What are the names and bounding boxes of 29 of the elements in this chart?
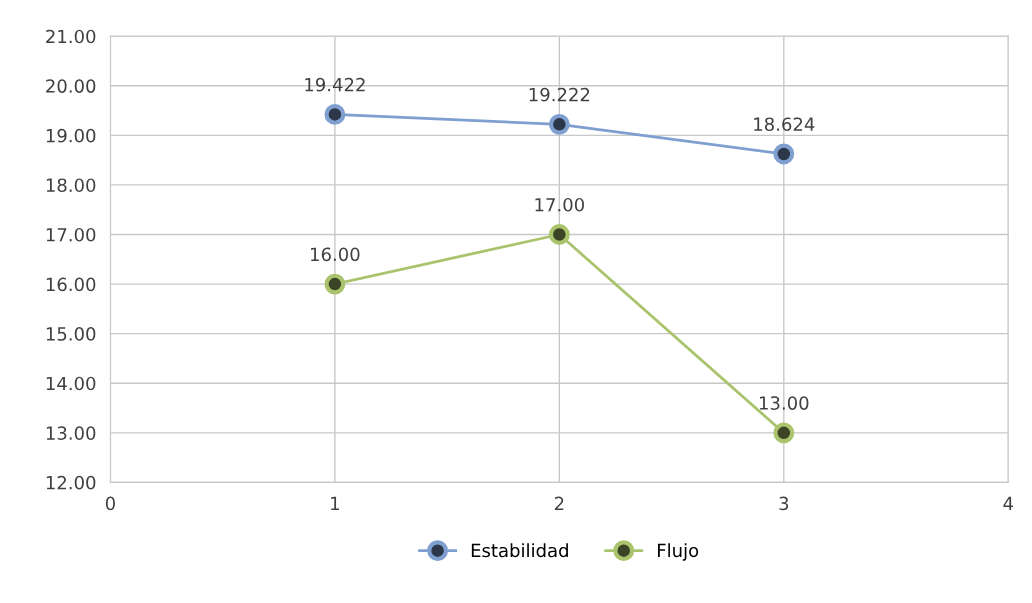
point — [773, 422, 795, 444]
y-tick-label: 20.00 — [46, 79, 96, 93]
point — [324, 273, 346, 295]
y-tick-label: 17.00 — [46, 227, 96, 242]
data-label: 16.00 — [311, 247, 360, 262]
point — [773, 143, 795, 165]
y-tick-label: 12.00 — [46, 475, 96, 490]
y-tick-label: 21.00 — [46, 29, 96, 44]
data-label: 19.422 — [305, 77, 365, 92]
data-label: 18.624 — [754, 117, 815, 132]
y-tick-label: 14.00 — [46, 376, 96, 391]
data-label: 19.222 — [529, 87, 590, 102]
data-label: 13.00 — [759, 396, 809, 410]
y-tick-label: 18.00 — [46, 178, 96, 193]
x-tick-label: 1 — [331, 496, 339, 511]
data-label: 17.00 — [535, 197, 584, 212]
x-tick-label: 0 — [105, 496, 115, 511]
y-tick-label: 16.00 — [46, 277, 96, 292]
x-tick-label: 4 — [1003, 496, 1013, 511]
legend-label: Flujo — [658, 543, 699, 561]
point — [548, 113, 570, 135]
y-tick-label: 19.00 — [46, 128, 96, 143]
legend-label: Estabilidad — [471, 543, 568, 558]
y-tick-label: 13.00 — [46, 426, 96, 440]
x-tick-label: 3 — [779, 496, 789, 511]
x-tick-label: 2 — [554, 496, 564, 511]
point — [548, 224, 570, 245]
y-tick-label: 15.00 — [46, 327, 96, 341]
point — [324, 103, 346, 125]
